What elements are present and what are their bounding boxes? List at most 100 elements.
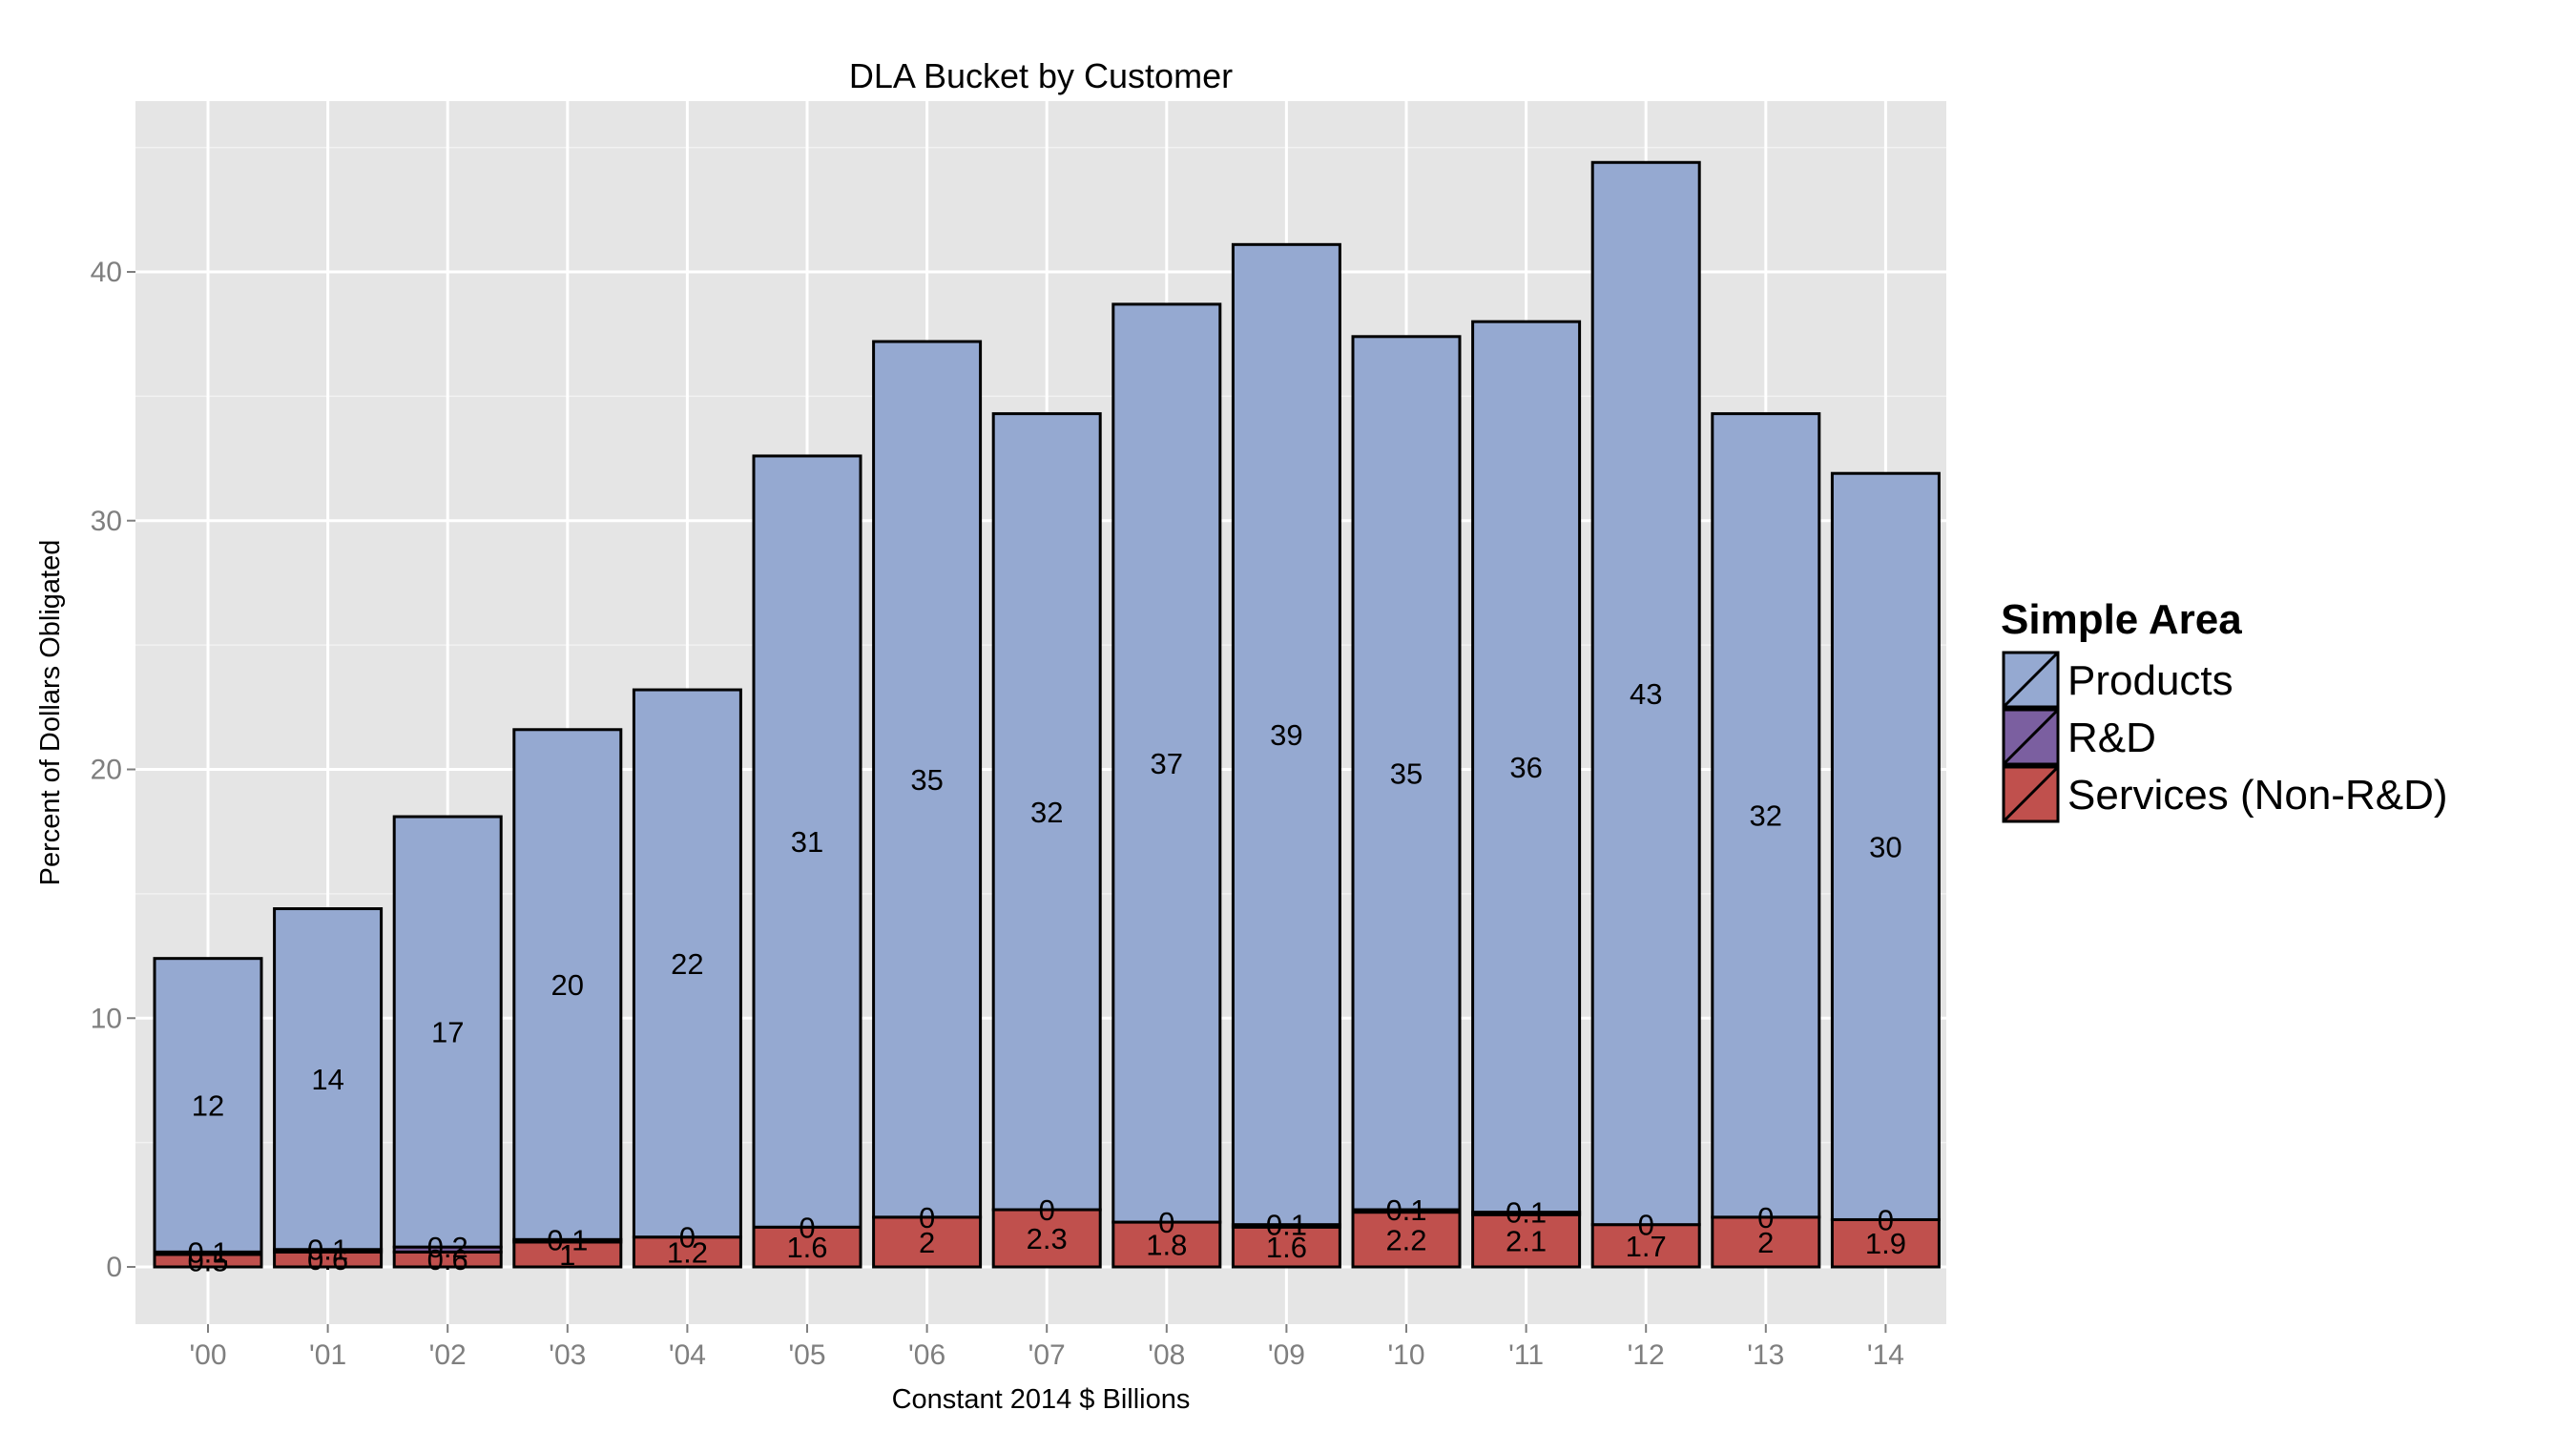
bar-label-services-non-r-d: 2: [1757, 1226, 1774, 1259]
bar-products: [1351, 335, 1462, 1212]
y-tick-label: 20: [91, 755, 122, 786]
y-axis-title: Percent of Dollars Obligated: [35, 540, 66, 886]
bar-products: [512, 728, 623, 1241]
bar-label-services-non-r-d: 1.2: [667, 1235, 708, 1269]
bar-products: [1471, 320, 1582, 1214]
x-tick-label: '11: [1508, 1339, 1544, 1371]
legend-title: Simple Area: [2001, 596, 2242, 643]
legend-label-services: Services (Non-R&D): [2067, 772, 2448, 819]
bar-label-services-non-r-d: 2: [919, 1226, 935, 1259]
y-tick-label: 10: [91, 1003, 122, 1034]
bar-label-products: 36: [1509, 751, 1542, 784]
x-tick-label: '09: [1268, 1339, 1305, 1371]
bar-label-r-d: 0: [679, 1221, 696, 1255]
x-tick-label: '04: [669, 1339, 706, 1371]
bar-label-products: 32: [1750, 799, 1782, 833]
bar-label-products: 35: [910, 763, 943, 797]
bar-label-r-d: 0: [919, 1201, 935, 1234]
bar-products: [1830, 471, 1941, 1221]
bar-label-services-non-r-d: 2.2: [1385, 1223, 1426, 1256]
legend-item-services: Services (Non-R&D): [2002, 765, 2448, 823]
legend: Simple Area Products R&D Services (Non-R…: [2001, 596, 2448, 823]
bar-services-non-r-d: [752, 1225, 862, 1269]
bar-products: [273, 907, 384, 1252]
bar-label-products: 39: [1270, 718, 1302, 752]
bar-label-services-non-r-d: 2.1: [1506, 1225, 1547, 1258]
bar-label-r-d: 0: [1638, 1209, 1654, 1242]
x-tick-label: '06: [908, 1339, 945, 1371]
x-axis: '00 '01 '02 '03 '04 '05 '06 '07 '08 '09 '10 '11 '12 '…: [189, 1324, 1904, 1371]
x-tick-label: '12: [1628, 1339, 1665, 1371]
chart-title: DLA Bucket by Customer: [849, 56, 1233, 95]
bar-label-products: 22: [671, 947, 703, 981]
bar-label-products: 12: [192, 1089, 224, 1123]
x-tick-label: '10: [1387, 1339, 1424, 1371]
bar-label-r-d: 0: [799, 1211, 815, 1244]
x-tick-label: '14: [1867, 1339, 1904, 1371]
bar-products: [1711, 412, 1821, 1219]
x-tick-label: '08: [1148, 1339, 1185, 1371]
bar-label-r-d: 0.1: [1266, 1209, 1307, 1242]
bars: [153, 160, 1941, 1269]
legend-slash-products: [2002, 651, 2060, 709]
bar-label-r-d: 0.1: [1385, 1193, 1426, 1227]
bar-services-non-r-d: [512, 1240, 623, 1269]
bar-label-services-non-r-d: 1.9: [1865, 1227, 1906, 1260]
bar-labels: 0.50.1120.60.1140.60.21710.1201.20221.60…: [187, 677, 1906, 1278]
bar-label-products: 20: [551, 968, 584, 1002]
bar-label-services-non-r-d: 1.6: [1266, 1231, 1307, 1264]
bar-services-non-r-d: [1830, 1217, 1941, 1269]
x-tick-label: '02: [429, 1339, 467, 1371]
bar-label-r-d: 0: [1039, 1193, 1055, 1227]
legend-slash-rd: [2002, 708, 2060, 766]
legend-slash-services: [2002, 765, 2060, 823]
bar-services-non-r-d: [1711, 1215, 1821, 1269]
bar-label-services-non-r-d: 0.6: [307, 1243, 348, 1276]
legend-label-products: Products: [2067, 657, 2233, 704]
bar-label-services-non-r-d: 1.7: [1626, 1230, 1667, 1263]
bar-services-non-r-d: [632, 1235, 742, 1269]
bar-products: [632, 688, 742, 1239]
y-axis: 0 10 20 30 40: [91, 257, 135, 1283]
bar-label-r-d: 0.1: [547, 1223, 588, 1256]
bar-products: [991, 412, 1102, 1212]
bar-label-services-non-r-d: 0.5: [187, 1244, 228, 1277]
bar-services-non-r-d: [1111, 1220, 1222, 1269]
x-tick-label: '03: [549, 1339, 586, 1371]
bar-label-products: 14: [311, 1063, 343, 1096]
bar-label-products: 32: [1030, 796, 1063, 829]
y-tick-label: 0: [106, 1252, 122, 1283]
bar-label-products: 35: [1390, 757, 1423, 790]
bar-label-services-non-r-d: 1: [559, 1238, 575, 1272]
x-tick-label: '13: [1747, 1339, 1784, 1371]
bar-products: [153, 957, 263, 1254]
bar-products: [872, 340, 983, 1219]
bar-products: [1231, 242, 1341, 1227]
x-axis-title: Constant 2014 $ Billions: [892, 1384, 1191, 1415]
bar-products: [752, 454, 862, 1229]
legend-item-rd: R&D: [2002, 708, 2156, 766]
bar-label-services-non-r-d: 1.8: [1146, 1229, 1187, 1262]
bar-products: [392, 815, 503, 1249]
bar-services-non-r-d: [1590, 1223, 1701, 1269]
x-tick-label: '07: [1028, 1339, 1066, 1371]
bar-label-r-d: 0: [1757, 1201, 1774, 1234]
bar-label-products: 30: [1869, 830, 1901, 863]
y-tick-label: 40: [91, 257, 122, 288]
bar-label-services-non-r-d: 2.3: [1027, 1222, 1068, 1255]
bar-label-products: 37: [1151, 747, 1183, 780]
bar-label-products: 43: [1630, 677, 1662, 711]
x-tick-label: '01: [309, 1339, 346, 1371]
bar-label-services-non-r-d: 0.6: [427, 1243, 468, 1276]
legend-label-rd: R&D: [2067, 715, 2156, 761]
x-tick-label: '00: [189, 1339, 226, 1371]
bar-services-non-r-d: [1351, 1211, 1462, 1269]
bar-label-products: 17: [431, 1016, 464, 1049]
bar-label-services-non-r-d: 1.6: [786, 1231, 827, 1264]
bar-label-r-d: 0.1: [187, 1235, 228, 1269]
bar-label-r-d: 0.1: [1506, 1196, 1547, 1230]
y-tick-label: 30: [91, 506, 122, 537]
bar-label-r-d: 0: [1878, 1203, 1894, 1236]
bar-label-products: 31: [791, 825, 823, 859]
